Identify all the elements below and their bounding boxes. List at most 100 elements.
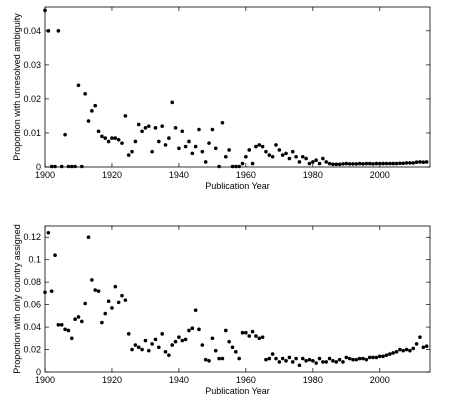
data-point <box>374 161 379 166</box>
data-point <box>411 161 416 165</box>
data-point <box>133 343 138 347</box>
data-point <box>146 124 151 128</box>
data-point <box>49 164 54 169</box>
data-point <box>133 139 138 144</box>
data-point <box>120 293 124 298</box>
y-tick-label: 0.04 <box>23 322 41 332</box>
data-point <box>327 356 332 361</box>
data-point <box>414 342 419 346</box>
data-point <box>69 336 74 341</box>
data-point <box>357 356 362 361</box>
data-point <box>351 162 355 166</box>
data-point <box>314 361 318 365</box>
data-point <box>153 126 158 130</box>
data-point <box>384 353 389 357</box>
x-tick-label: 1980 <box>303 170 323 180</box>
data-point <box>240 161 245 166</box>
y-tick-label: 0.01 <box>23 128 41 138</box>
y-tick-label: 0 <box>36 367 41 377</box>
data-point <box>227 339 231 344</box>
data-point <box>80 164 84 169</box>
data-point <box>200 343 205 347</box>
data-point <box>284 151 288 156</box>
data-point <box>56 323 61 327</box>
data-point <box>247 148 252 152</box>
data-point <box>280 356 285 361</box>
data-point <box>418 335 422 339</box>
x-tick-label: 2000 <box>370 170 390 180</box>
data-point <box>126 153 131 157</box>
plot-frame <box>44 225 431 373</box>
data-point <box>377 161 382 166</box>
data-point <box>66 328 71 333</box>
data-point <box>153 337 158 342</box>
data-point <box>223 154 228 159</box>
data-point <box>374 355 379 360</box>
data-point <box>80 319 84 324</box>
data-point <box>364 357 369 362</box>
data-point <box>197 127 201 132</box>
data-point <box>200 149 205 154</box>
data-point <box>347 162 352 166</box>
data-point <box>207 358 211 363</box>
data-point <box>388 352 392 356</box>
data-point <box>367 355 372 360</box>
data-point <box>401 161 406 166</box>
data-point <box>287 156 292 161</box>
data-point <box>334 162 339 167</box>
data-point <box>136 122 141 127</box>
data-point <box>227 148 231 152</box>
data-point <box>113 136 118 140</box>
data-point <box>163 349 168 354</box>
data-point <box>203 357 208 362</box>
x-tick-label: 1900 <box>35 170 55 180</box>
data-point <box>404 161 409 165</box>
data-point <box>234 349 238 354</box>
data-point <box>357 161 362 166</box>
data-point <box>213 146 218 151</box>
data-point <box>311 358 315 363</box>
data-point <box>190 151 195 156</box>
data-point <box>76 315 81 319</box>
data-point <box>110 306 114 310</box>
plot-frame <box>44 6 431 168</box>
data-point <box>86 235 91 240</box>
x-tick-label: 1980 <box>303 375 323 385</box>
data-point <box>294 154 298 159</box>
data-point <box>43 290 47 295</box>
data-point <box>371 355 375 360</box>
data-point <box>183 144 188 149</box>
data-point <box>46 29 51 33</box>
data-point <box>398 347 402 352</box>
data-point <box>193 144 198 149</box>
x-axis-label: Publication Year <box>205 181 270 191</box>
data-point <box>103 311 108 316</box>
data-point <box>116 137 121 142</box>
x-tick-label: 1900 <box>35 375 55 385</box>
data-point <box>103 136 108 140</box>
data-point <box>63 327 67 332</box>
y-tick-label: 0.06 <box>23 300 41 310</box>
data-point <box>257 336 262 341</box>
data-point <box>157 139 161 144</box>
data-point <box>93 288 98 292</box>
data-point <box>250 329 255 334</box>
data-point <box>321 156 325 161</box>
data-point <box>160 124 164 128</box>
data-point <box>146 348 151 353</box>
data-point <box>314 158 318 162</box>
data-point <box>408 348 412 353</box>
data-point <box>106 299 111 304</box>
data-point <box>264 149 268 154</box>
data-point <box>73 164 77 169</box>
data-point <box>120 141 124 145</box>
data-point <box>76 83 81 88</box>
data-point <box>126 332 131 336</box>
data-point <box>93 103 98 108</box>
data-point <box>157 345 161 350</box>
y-tick-label: 0.04 <box>23 26 41 36</box>
data-point <box>331 162 335 167</box>
data-point <box>394 161 399 166</box>
data-point <box>304 156 308 161</box>
data-point <box>418 160 422 164</box>
